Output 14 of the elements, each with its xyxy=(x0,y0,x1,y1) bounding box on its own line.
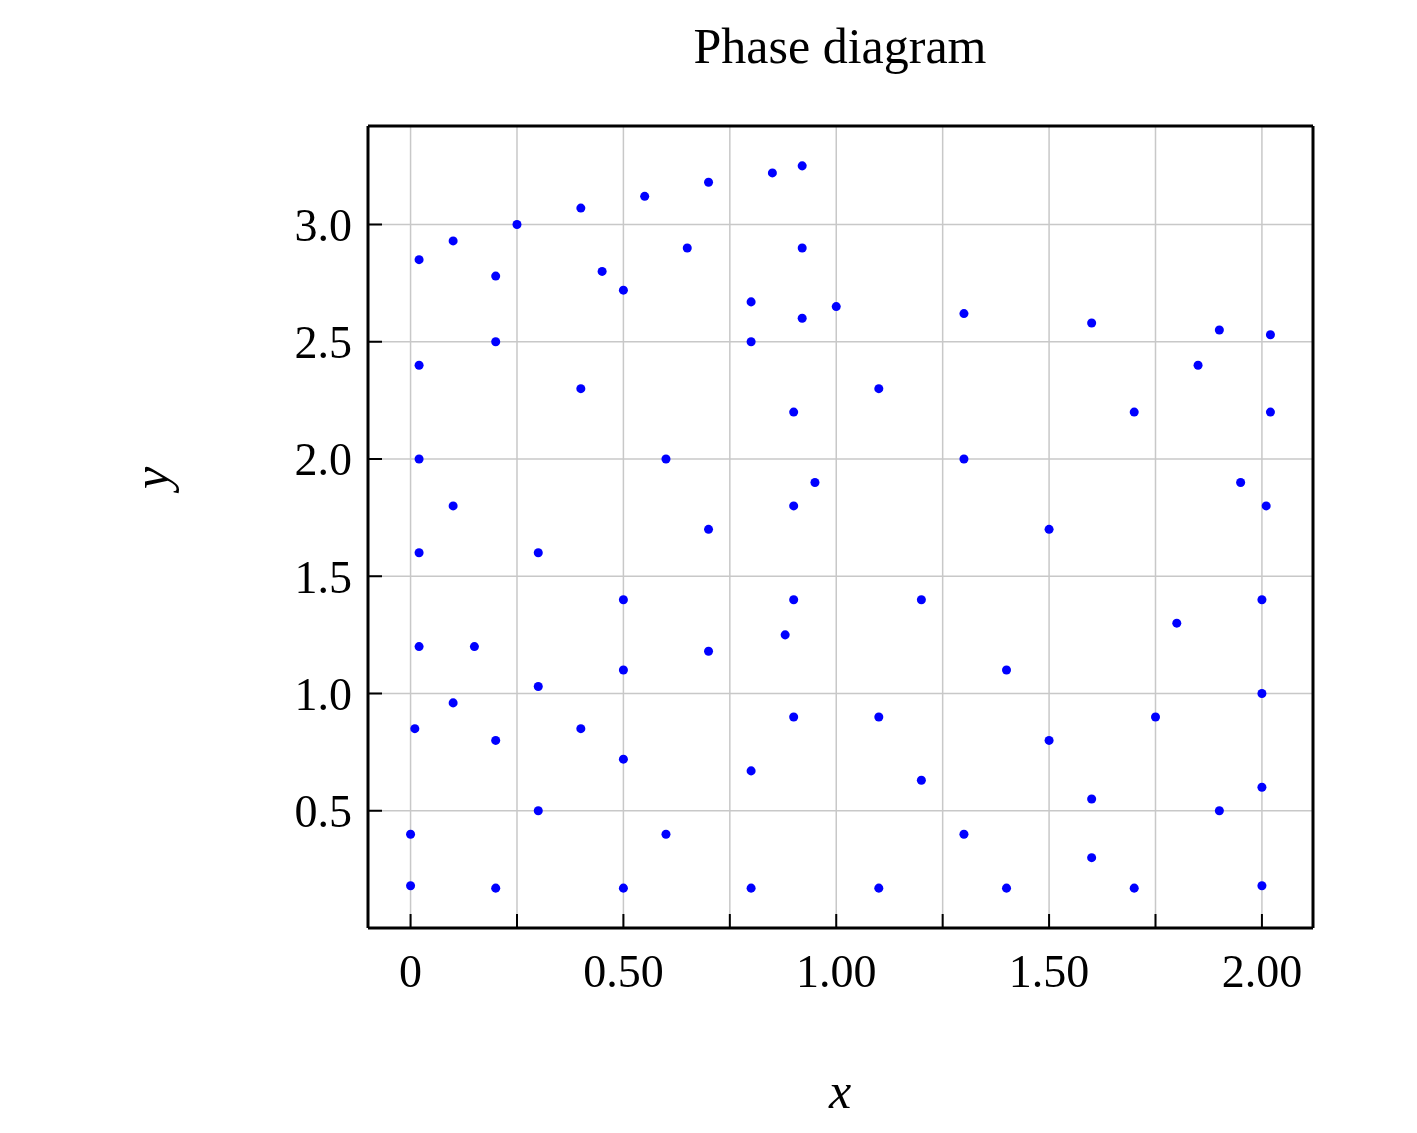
x-tick-label: 1.50 xyxy=(1008,945,1090,997)
y-tick-label: 1.5 xyxy=(294,551,352,603)
y-axis-title: y xyxy=(123,466,179,495)
x-axis-title: x xyxy=(827,1063,852,1119)
y-tick-label: 0.5 xyxy=(294,786,352,838)
y-tick-label: 1.0 xyxy=(294,668,352,720)
x-tick-label: 2.00 xyxy=(1221,945,1303,997)
y-tick-label: 3.0 xyxy=(294,199,352,251)
y-tick-label: 2.5 xyxy=(294,317,352,369)
y-tick-label: 2.0 xyxy=(294,434,352,486)
chart-title: Phase diagram xyxy=(693,18,987,74)
x-tick-label: 1.00 xyxy=(795,945,877,997)
x-tick-label: 0 xyxy=(399,945,423,997)
x-tick-label: 0.50 xyxy=(583,945,664,997)
